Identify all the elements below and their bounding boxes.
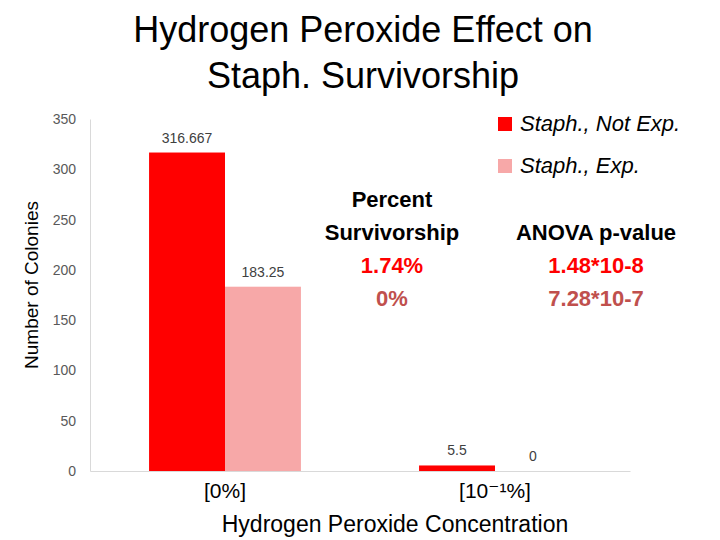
data-label: 5.5 (447, 442, 467, 458)
y-axis-title: Number of Colonies (21, 201, 42, 369)
y-tick: 300 (53, 161, 90, 177)
y-tick: 0 (68, 463, 90, 479)
y-tick-label: 350 (53, 111, 77, 127)
y-tick-label: 0 (68, 463, 76, 479)
annotation-cell: 0% (376, 286, 408, 311)
annotation-cell: 1.48*10-8 (548, 253, 643, 278)
x-tick: [10⁻¹%] (459, 471, 531, 502)
x-tick: [0%] (204, 471, 246, 502)
y-tick-label: 300 (53, 161, 77, 177)
legend-swatch (498, 117, 512, 131)
x-tick-label: [0%] (204, 479, 246, 502)
data-label: 183.25 (242, 264, 285, 280)
y-tick: 100 (53, 362, 90, 378)
annotation-header: PercentSurvivorship (325, 187, 459, 245)
y-axis: 0 50 100 150 200 250 300 350 (53, 111, 91, 479)
annotation-cell: 7.28*10-7 (548, 286, 643, 311)
legend-swatch (498, 159, 512, 173)
legend-label: Staph., Not Exp. (520, 111, 680, 136)
bars (149, 153, 495, 471)
legend: Staph., Not Exp. Staph., Exp. (498, 111, 680, 178)
x-axis: [0%] [10⁻¹%] (91, 471, 631, 502)
bar (419, 465, 495, 471)
y-tick-label: 200 (53, 262, 77, 278)
data-label: 0 (529, 448, 537, 464)
chart: Hydrogen Peroxide Effect onStaph. Surviv… (0, 0, 720, 540)
x-axis-title: Hydrogen Peroxide Concentration (222, 511, 568, 537)
annotation-header: ANOVA p-value (516, 220, 676, 245)
bar (495, 471, 571, 472)
x-tick-label: [10⁻¹%] (459, 479, 531, 502)
y-tick: 350 (53, 111, 90, 127)
x-axis-line (91, 471, 631, 472)
data-labels: 316.667 5.5 183.25 0 (162, 130, 537, 464)
y-tick-label: 150 (53, 312, 77, 328)
y-tick-label: 50 (60, 413, 76, 429)
legend-label: Staph., Exp. (520, 153, 640, 178)
y-tick: 250 (53, 212, 90, 228)
annotation-table: PercentSurvivorship ANOVA p-value 1.74% 1.4… (325, 187, 676, 311)
data-label: 316.667 (162, 130, 213, 146)
chart-title: Hydrogen Peroxide Effect onStaph. Surviv… (133, 9, 593, 96)
annotation-cell: 1.74% (361, 253, 423, 278)
y-tick-label: 250 (53, 212, 77, 228)
y-tick: 150 (53, 312, 90, 328)
bar (225, 287, 301, 471)
y-tick-label: 100 (53, 362, 77, 378)
bar (149, 153, 225, 471)
y-tick: 50 (60, 413, 90, 429)
y-axis-line (90, 120, 91, 472)
y-tick: 200 (53, 262, 90, 278)
